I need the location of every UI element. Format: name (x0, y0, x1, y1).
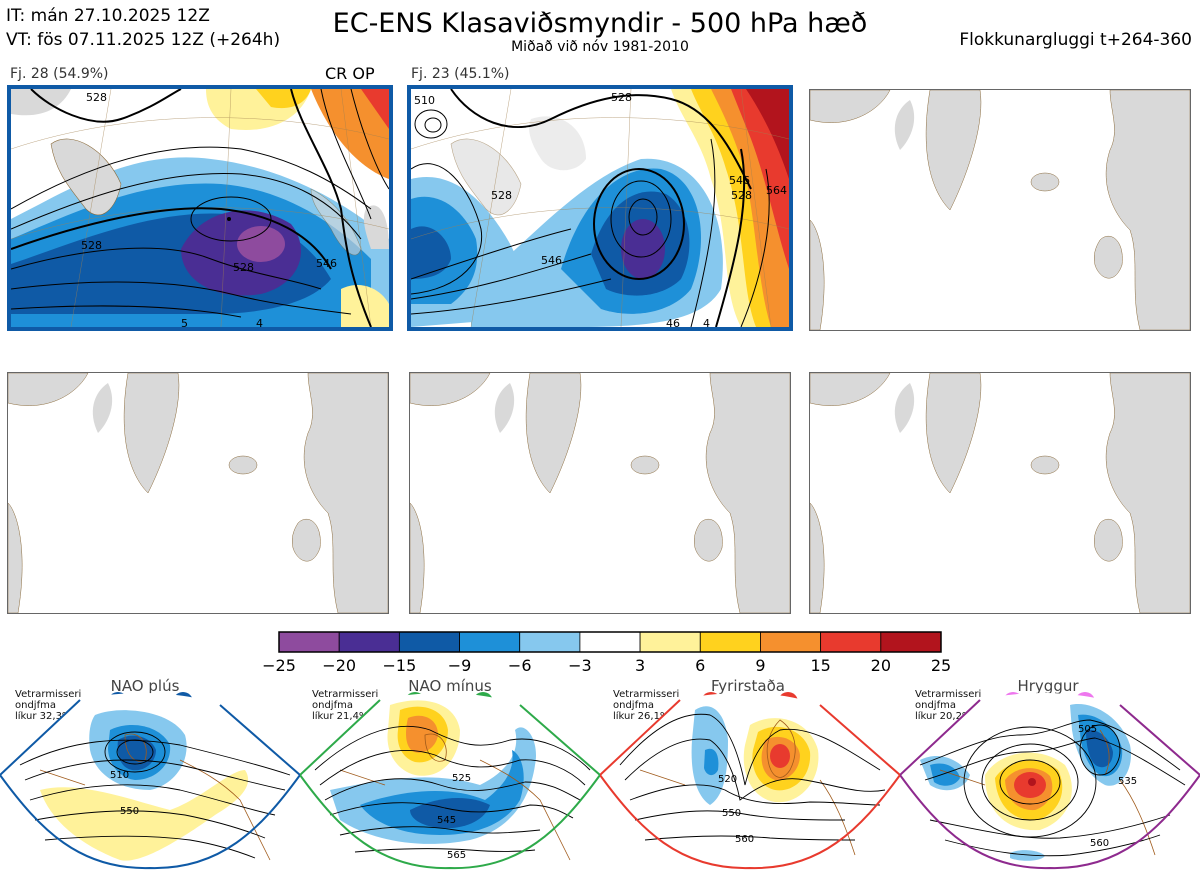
contour-label: 535 (1118, 776, 1137, 787)
empty-map (810, 373, 1190, 613)
regime-map-blocking[interactable]: 520 550 560 (600, 690, 900, 870)
colorbar-swatch (278, 631, 340, 653)
contour-label: 546 (541, 254, 562, 267)
cluster-map-1[interactable]: 528 528 528 546 5 4 (7, 85, 393, 331)
colorbar (278, 631, 942, 653)
regime-note-blocking: Vetrarmisseri ondjfma líkur 26,1% (613, 689, 680, 722)
empty-map (810, 90, 1190, 330)
contour-label: 560 (735, 834, 754, 845)
contour-label: 546 (729, 174, 750, 187)
contour-label: 510 (414, 94, 435, 107)
regime-title-nao-plus: NAO plús (110, 677, 180, 695)
regime-title-blocking: Fyrirstaða (711, 677, 785, 695)
cluster-map-5[interactable] (409, 372, 791, 614)
colorbar-swatch (338, 631, 400, 653)
contour-label: 545 (437, 815, 456, 826)
regime-title-nao-minus: NAO mínus (408, 677, 492, 695)
contour-label: 505 (1078, 724, 1097, 735)
regime-note-ridge: Vetrarmisseri ondjfma líkur 20,2% (915, 689, 982, 722)
colorbar-tick-label: −25 (262, 656, 296, 675)
contour-label: 4 (256, 317, 263, 327)
contour-label: 550 (120, 806, 139, 817)
cluster-map-3[interactable] (809, 89, 1191, 331)
contour-label: 546 (316, 257, 337, 270)
colorbar-swatch (579, 631, 641, 653)
colorbar-tick-label: 20 (870, 656, 891, 675)
page-subtitle: Miðað við nóv 1981-2010 (511, 39, 689, 55)
colorbar-tick-label: 9 (755, 656, 766, 675)
cluster-map-4[interactable] (7, 372, 389, 614)
cluster-map-2[interactable]: 510 528 528 546 528 546 564 46 4 (407, 85, 793, 331)
contour-label: 46 (666, 317, 680, 327)
contour-label: 565 (447, 850, 466, 861)
colorbar-swatch (760, 631, 822, 653)
colorbar-tick-label: 3 (634, 656, 646, 675)
colorbar-tick-label: 15 (810, 656, 831, 675)
panel-2-label: Fj. 23 (45.1%) (411, 66, 510, 82)
contour-label: 510 (110, 770, 129, 781)
contour-label: 525 (452, 773, 471, 784)
contour-label: 560 (1090, 838, 1109, 849)
colorbar-tick-label: 6 (695, 656, 706, 675)
colorbar-swatch (880, 631, 942, 653)
regime-map-nao-plus[interactable]: 510 550 (0, 690, 300, 870)
initial-time: IT: mán 27.10.2025 12Z (6, 6, 210, 26)
contour-label: 4 (703, 317, 710, 327)
contour-label: 528 (731, 189, 752, 202)
contour-label: 528 (491, 189, 512, 202)
page-title: EC-ENS Klasaviðsmyndir - 500 hPa hæð (332, 8, 868, 39)
regime-note-nao-plus: Vetrarmisseri ondjfma líkur 32,3% (15, 689, 82, 722)
header-times: IT: mán 27.10.2025 12Z VT: fös 07.11.202… (6, 4, 280, 52)
contour-label: 5 (181, 317, 188, 327)
colorbar-tick-label: −15 (382, 656, 417, 675)
colorbar-swatch (398, 631, 460, 653)
valid-time: VT: fös 07.11.2025 12Z (+264h) (6, 30, 281, 50)
colorbar-swatch (519, 631, 581, 653)
panel-1-tag: CR OP (325, 64, 375, 83)
regime-title-ridge: Hryggur (1017, 677, 1079, 695)
contour-label: 520 (718, 774, 737, 785)
colorbar-swatch (699, 631, 761, 653)
classification-window: Flokkunargluggi t+264-360 (959, 30, 1192, 50)
colorbar-tick-label: −3 (568, 656, 592, 675)
colorbar-tick-label: −9 (447, 656, 472, 675)
colorbar-swatch (639, 631, 701, 653)
contour-label: 528 (86, 91, 107, 104)
regime-map-ridge[interactable]: 505 535 560 (900, 690, 1200, 870)
colorbar-tick-label: 25 (930, 656, 952, 675)
colorbar-tick-label: −20 (322, 656, 357, 675)
cluster-map-6[interactable] (809, 372, 1191, 614)
empty-map (8, 373, 388, 613)
colorbar-swatch (820, 631, 882, 653)
panel-1-label: Fj. 28 (54.9%) (10, 66, 109, 82)
empty-map (410, 373, 790, 613)
contour-label: 528 (81, 239, 102, 252)
regime-map-nao-minus[interactable]: 525 545 565 (300, 690, 600, 870)
regime-note-nao-minus: Vetrarmisseri ondjfma líkur 21,4% (312, 689, 379, 722)
contour-label: 550 (722, 808, 741, 819)
contour-label: 564 (766, 184, 787, 197)
colorbar-tick-label: −6 (507, 656, 532, 675)
colorbar-swatch (459, 631, 521, 653)
contour-label: 528 (611, 91, 632, 104)
contour-label: 528 (233, 261, 254, 274)
